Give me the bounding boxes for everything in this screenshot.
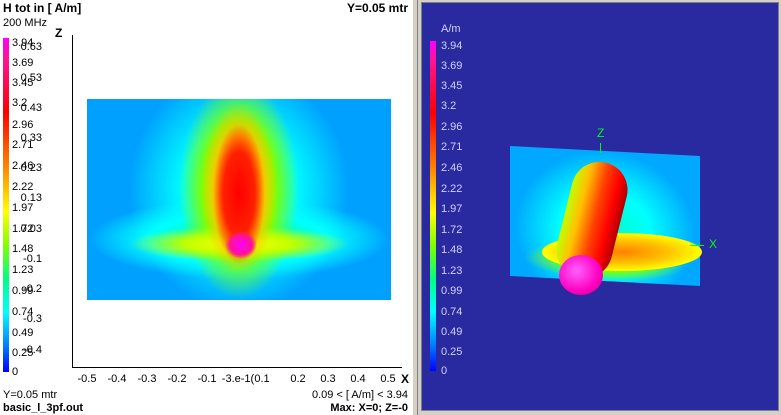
z-axis-label: Z: [55, 26, 63, 40]
colorbar-label: 0.25: [12, 347, 34, 359]
x-tick: -0.1: [197, 373, 217, 385]
colorbar-label: 1.72: [12, 223, 34, 235]
3d-x-axis-label: X: [709, 237, 718, 251]
colorbar-label: 1.23: [12, 264, 34, 276]
colorbar-label: 3.2: [12, 97, 28, 109]
colorbar-label: 0.99: [12, 285, 34, 297]
y-coordinate-label: Y=0.05 mtr: [346, 1, 408, 15]
x-axis-ticks: -0.5 -0.4 -0.3 -0.2 -0.1 -3.e-1( 0.1 0.2…: [72, 373, 402, 387]
z-tick: 0.23: [20, 162, 42, 174]
colorbar-label: 0.74: [12, 306, 34, 318]
x-tick: 0.1: [254, 373, 270, 385]
colorbar-label: 2.46: [12, 160, 34, 172]
right-3d-plot-panel: A/m 3.94 3.69 3.45 3.2 2.96 2.71 2.46 2.…: [418, 0, 781, 415]
colorbar-label: 1.97: [12, 202, 34, 214]
colorbar-label: 2.96: [441, 121, 463, 133]
z-axis-line: [72, 35, 73, 368]
x-tick: 0.5: [380, 373, 396, 385]
colorbar-label: 0: [12, 366, 19, 378]
z-tick: 0.53: [20, 72, 42, 84]
colorbar-label: 1.48: [12, 243, 34, 255]
z-tick: -0.2: [23, 283, 42, 295]
colorbar-label: 0.99: [441, 285, 463, 297]
x-tick: -0.4: [107, 373, 127, 385]
colorbar-label: 3.94: [441, 40, 463, 52]
3d-viewport[interactable]: A/m 3.94 3.69 3.45 3.2 2.96 2.71 2.46 2.…: [421, 2, 779, 411]
x-axis-label: X: [401, 372, 410, 386]
colorbar-label: 1.23: [441, 265, 463, 277]
colorbar: [3, 38, 9, 372]
footer-range: 0.09 < [ A/m] < 3.94: [311, 389, 408, 401]
3d-z-axis-label: Z: [597, 126, 605, 140]
footer-y-coordinate: Y=0.05 mtr: [3, 389, 58, 401]
colorbar-label: 2.22: [12, 181, 34, 193]
x-tick: -0.5: [77, 373, 97, 385]
colorbar-label: 0.74: [441, 306, 463, 318]
colorbar-label: 3.69: [12, 57, 34, 69]
colorbar-label: 3.94: [12, 37, 34, 49]
x-tick: -0.3: [137, 373, 157, 385]
colorbar-3d: [430, 41, 436, 371]
z-tick: -0.4: [23, 344, 42, 356]
plot-title: H tot in [ A/m]: [3, 1, 82, 15]
z-tick: 0.43: [20, 102, 42, 114]
colorbar-label: 2.46: [441, 162, 463, 174]
frequency-label: 200 MHz: [3, 17, 48, 29]
x-tick: 0.4: [350, 373, 366, 385]
z-tick: -0.1: [23, 253, 42, 265]
field-heatmap[interactable]: [87, 99, 391, 300]
colorbar-label: 1.97: [441, 203, 463, 215]
x-tick: 0.3: [320, 373, 336, 385]
x-tick: -3.e-1(: [221, 373, 255, 385]
z-tick: 0.03: [20, 223, 42, 235]
colorbar-label: 0.49: [12, 327, 34, 339]
z-tick: 0.33: [20, 132, 42, 144]
colorbar-label: 3.2: [441, 100, 457, 112]
z-tick: 0.63: [20, 41, 42, 53]
z-tick: -0.3: [23, 313, 42, 325]
x-axis-arrow-icon: [690, 245, 704, 246]
colorbar-label: 2.71: [441, 141, 463, 153]
colorbar-label: 1.48: [441, 244, 463, 256]
colorbar-label: 0: [441, 365, 448, 377]
footer-filename: basic_l_3pf.out: [3, 402, 84, 414]
left-2d-plot-panel[interactable]: H tot in [ A/m] Y=0.05 mtr 200 MHz 3.94 …: [0, 0, 412, 415]
colorbar-label: 3.45: [12, 77, 34, 89]
colorbar-label: 2.71: [12, 139, 34, 151]
colorbar-label: 0.49: [441, 326, 463, 338]
colorbar-label: 2.96: [12, 119, 34, 131]
z-axis-arrow-icon: [600, 143, 601, 153]
colorbar-label: 2.22: [441, 183, 463, 195]
colorbar-label: 0.25: [441, 346, 463, 358]
colorbar-unit-label: A/m: [441, 23, 461, 35]
3d-field-lobe-tip: [559, 255, 603, 295]
colorbar-label: 3.69: [441, 60, 463, 72]
footer-max-location: Max: X=0; Z=-0: [330, 402, 408, 414]
splitter-handle[interactable]: [412, 0, 418, 415]
z-tick: 0.13: [20, 192, 42, 204]
colorbar-label: 3.45: [441, 80, 463, 92]
x-tick: 0.2: [290, 373, 306, 385]
colorbar-label: 1.72: [441, 224, 463, 236]
x-axis-line: [72, 367, 402, 368]
x-tick: -0.2: [167, 373, 187, 385]
